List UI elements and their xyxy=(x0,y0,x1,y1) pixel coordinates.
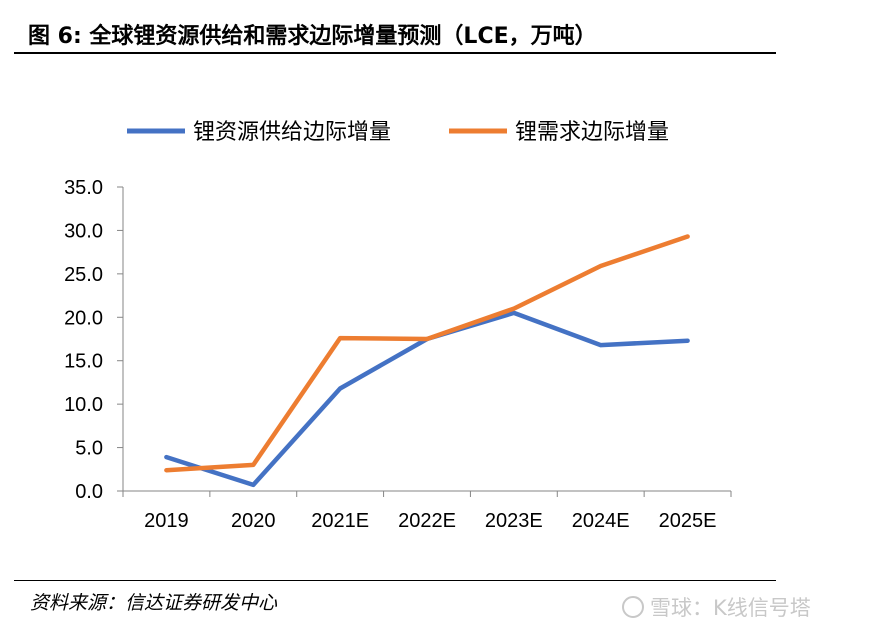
figure-title: 图 6: 全球锂资源供给和需求边际增量预测（LCE，万吨） xyxy=(28,24,597,49)
x-tick-label: 2020 xyxy=(231,510,276,532)
x-tick-label: 2019 xyxy=(144,510,189,532)
x-tick-label: 2022E xyxy=(398,510,456,532)
y-tick-label: 0.0 xyxy=(75,481,103,503)
title-divider xyxy=(14,52,776,54)
chart-axes: 0.0 5.0 10.0 15.0 20.0 25.0 30.0 35.0 2019 2020 20… xyxy=(64,177,732,532)
y-tick-label: 5.0 xyxy=(75,438,103,460)
chart-series xyxy=(164,234,690,488)
y-tick-label: 35.0 xyxy=(64,177,103,199)
source-note: 资料来源：信达证券研发中心 xyxy=(30,592,278,614)
legend-label-2: 锂需求边际增量 xyxy=(515,120,669,145)
snowball-logo-icon xyxy=(622,596,644,618)
series-line-2 xyxy=(164,234,690,473)
x-tick-label: 2021E xyxy=(311,510,369,532)
y-tick-label: 30.0 xyxy=(64,220,103,242)
x-tick-label: 2023E xyxy=(485,510,543,532)
y-tick-label: 15.0 xyxy=(64,351,103,373)
chart-legend: 锂资源供给边际增量 锂需求边际增量 xyxy=(127,120,669,145)
y-tick-label: 25.0 xyxy=(64,264,103,286)
x-tick-label: 2024E xyxy=(572,510,630,532)
watermark: 雪球：K线信号塔 xyxy=(622,592,811,622)
legend-label-1: 锂资源供给边际增量 xyxy=(193,120,391,145)
watermark-text: 雪球：K线信号塔 xyxy=(650,596,811,620)
y-tick-label: 20.0 xyxy=(64,307,103,329)
source-divider xyxy=(14,580,776,581)
y-tick-label: 10.0 xyxy=(64,394,103,416)
x-tick-label: 2025E xyxy=(659,510,717,532)
